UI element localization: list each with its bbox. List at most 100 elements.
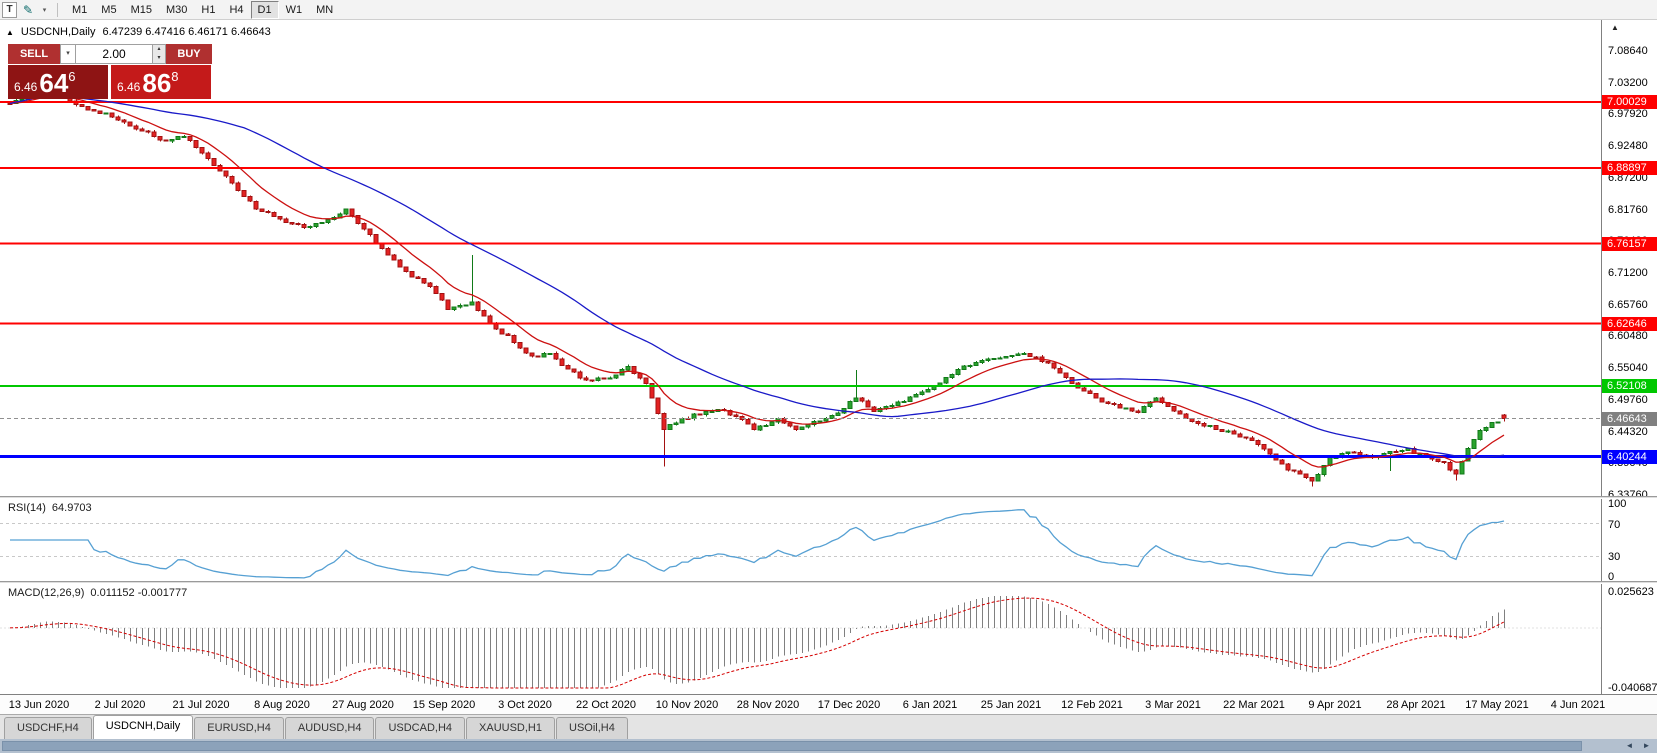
current-price-label[interactable]: 6.46643 xyxy=(1602,411,1657,426)
date-label: 22 Oct 2020 xyxy=(576,699,636,711)
date-label: 21 Jul 2020 xyxy=(172,699,230,711)
rsi-value: 64.9703 xyxy=(51,502,92,514)
timeframe-button-d1[interactable]: D1 xyxy=(250,0,279,19)
rsi-line xyxy=(10,509,1505,579)
candlestick-chart-canvas[interactable] xyxy=(0,20,1601,496)
price-scale-label: 6.55040 xyxy=(1608,362,1648,375)
rsi-scale-label: 0 xyxy=(1608,571,1615,583)
hline-price-label[interactable]: 6.52108 xyxy=(1602,379,1657,394)
rsi-scale-label: 70 xyxy=(1608,518,1621,531)
timeframe-button-h4[interactable]: H4 xyxy=(229,3,244,16)
sell-button[interactable]: SELL xyxy=(8,44,60,64)
chart-tab-usdcad[interactable]: USDCAD,H4 xyxy=(375,717,466,739)
macd-chart-canvas[interactable] xyxy=(0,584,1601,694)
one-click-trading-widget: SELL ▾ ▴ ▾ BUY 6.46 64 6 6.46 86 8 xyxy=(8,44,212,99)
buy-button[interactable]: BUY xyxy=(166,44,212,64)
axis-up-arrow-icon[interactable]: ▲ xyxy=(1611,23,1619,32)
horizontal-scrollbar[interactable]: ◄ ► xyxy=(0,739,1657,753)
volume-input[interactable] xyxy=(76,44,153,64)
price-scale-label: 6.44320 xyxy=(1608,425,1648,438)
volume-dropdown-button[interactable]: ▾ xyxy=(60,44,76,64)
macd-panel-splitter[interactable] xyxy=(0,581,1657,584)
chart-tab-usoil[interactable]: USOil,H4 xyxy=(556,717,628,739)
hline-price-label[interactable]: 6.40244 xyxy=(1602,449,1657,464)
time-axis[interactable]: 13 Jun 2020 2 Jul 2020 21 Jul 2020 8 Aug 20… xyxy=(0,694,1657,714)
chart-tab-bar: USDCHF,H4 USDCNH,Daily EURUSD,H4 AUDUSD,H4 U… xyxy=(0,714,1657,739)
price-scale-label: 6.71200 xyxy=(1608,267,1648,279)
date-label: 17 Dec 2020 xyxy=(817,699,881,711)
macd-panel[interactable]: MACD(12,26,9) 0.011152 -0.001777 xyxy=(0,584,1601,694)
rsi-panel-splitter[interactable] xyxy=(0,496,1657,499)
chart-tab-audusd[interactable]: AUDUSD,H4 xyxy=(284,717,375,739)
timeframe-button-m1[interactable]: M1 xyxy=(72,3,88,16)
date-label: 17 May 2021 xyxy=(1465,699,1529,711)
date-label: 3 Mar 2021 xyxy=(1145,699,1201,711)
date-label: 9 Apr 2021 xyxy=(1308,699,1362,711)
hline-price-label[interactable]: 6.76157 xyxy=(1602,236,1657,251)
trade-panel-collapse-icon[interactable]: ▲ xyxy=(6,27,14,37)
sell-price-big: 64 xyxy=(39,68,69,98)
horizontal-level-lines[interactable] xyxy=(0,101,1601,459)
main-chart-panel[interactable]: ▲ USDCNH,Daily 6.47239 6.47416 6.46171 6… xyxy=(0,20,1601,496)
timeframe-button-m5[interactable]: M5 xyxy=(101,3,117,16)
date-label: 15 Sep 2020 xyxy=(412,699,476,711)
date-label: 6 Jan 2021 xyxy=(902,699,958,711)
candlestick-series xyxy=(7,90,1507,487)
macd-signal-line xyxy=(9,597,1505,689)
timeframe-button-mn[interactable]: MN xyxy=(316,3,334,16)
date-label: 25 Jan 2021 xyxy=(980,699,1042,711)
volume-stepper[interactable]: ▴ ▾ xyxy=(153,44,166,64)
date-label: 12 Feb 2021 xyxy=(1061,699,1123,711)
date-label: 28 Nov 2020 xyxy=(736,699,800,711)
date-label: 10 Nov 2020 xyxy=(655,699,719,711)
ma-fast-line xyxy=(9,96,1505,468)
buy-price-small: 6.46 xyxy=(117,80,141,94)
timeframe-button-m30[interactable]: M30 xyxy=(165,3,188,16)
stepper-up-icon[interactable]: ▴ xyxy=(157,46,161,52)
date-label: 28 Apr 2021 xyxy=(1386,699,1446,711)
rsi-name: RSI(14) xyxy=(8,502,46,514)
chevron-down-icon[interactable]: ▾ xyxy=(42,6,47,14)
timeframe-button-m15[interactable]: M15 xyxy=(130,3,152,16)
sell-price-small: 6.46 xyxy=(14,80,38,94)
hline-price-label[interactable]: 7.00029 xyxy=(1602,95,1657,110)
rsi-panel[interactable]: RSI(14) 64.9703 xyxy=(0,499,1601,581)
hline-price-label[interactable]: 6.88897 xyxy=(1602,161,1657,176)
timeframe-button-h1[interactable]: H1 xyxy=(201,3,216,16)
date-label: 4 Jun 2021 xyxy=(1550,699,1606,711)
ma-slow-line xyxy=(9,95,1505,458)
pencil-icon[interactable]: ✎ xyxy=(22,2,34,17)
scroll-left-icon[interactable]: ◄ xyxy=(1625,741,1634,750)
macd-name: MACD(12,26,9) xyxy=(8,587,85,599)
price-scale-label: 6.92480 xyxy=(1608,140,1648,153)
toolbar-t-icon[interactable]: T xyxy=(2,1,17,18)
price-scale-label: 7.08640 xyxy=(1608,45,1648,57)
chart-tab-usdcnh[interactable]: USDCNH,Daily xyxy=(92,715,194,739)
hline-price-label[interactable]: 6.62646 xyxy=(1602,316,1657,331)
scrollbar-thumb[interactable] xyxy=(2,741,1582,751)
macd-scale-label: 0.025623 xyxy=(1608,586,1654,598)
chart-tab-xauusd[interactable]: XAUUSD,H1 xyxy=(466,717,555,739)
timeframe-buttons: M1 M5 M15 M30 H1 H4 D1 W1 MN xyxy=(65,0,340,19)
sell-price-display[interactable]: 6.46 64 6 xyxy=(8,65,108,99)
scroll-right-icon[interactable]: ► xyxy=(1642,741,1651,750)
date-label: 3 Oct 2020 xyxy=(498,699,552,711)
chart-tab-usdchf[interactable]: USDCHF,H4 xyxy=(4,717,92,739)
price-scale-label: 6.49760 xyxy=(1608,393,1648,406)
timeframe-button-w1[interactable]: W1 xyxy=(285,3,303,16)
price-axis[interactable]: ▲ 7.08640 7.03200 6.97920 6.92480 6.87200 6.8… xyxy=(1601,20,1657,694)
toolbar-separator xyxy=(57,2,58,17)
timeframes-toolbar: T ✎ ▾ M1 M5 M15 M30 H1 H4 D1 W1 MN xyxy=(0,0,1657,20)
date-label: 22 Mar 2021 xyxy=(1223,699,1285,711)
macd-histogram xyxy=(16,596,1505,688)
date-label: 27 Aug 2020 xyxy=(332,699,394,711)
buy-price-display[interactable]: 6.46 86 8 xyxy=(111,65,211,99)
price-scale-label: 6.97920 xyxy=(1608,108,1648,121)
rsi-scale-label: 30 xyxy=(1608,551,1621,564)
symbol-title: USDCNH,Daily xyxy=(20,26,96,38)
stepper-down-icon[interactable]: ▾ xyxy=(157,55,161,61)
rsi-chart-canvas[interactable] xyxy=(0,499,1601,581)
chart-tab-eurusd[interactable]: EURUSD,H4 xyxy=(194,717,284,739)
price-scale-label: 6.65760 xyxy=(1608,298,1648,311)
